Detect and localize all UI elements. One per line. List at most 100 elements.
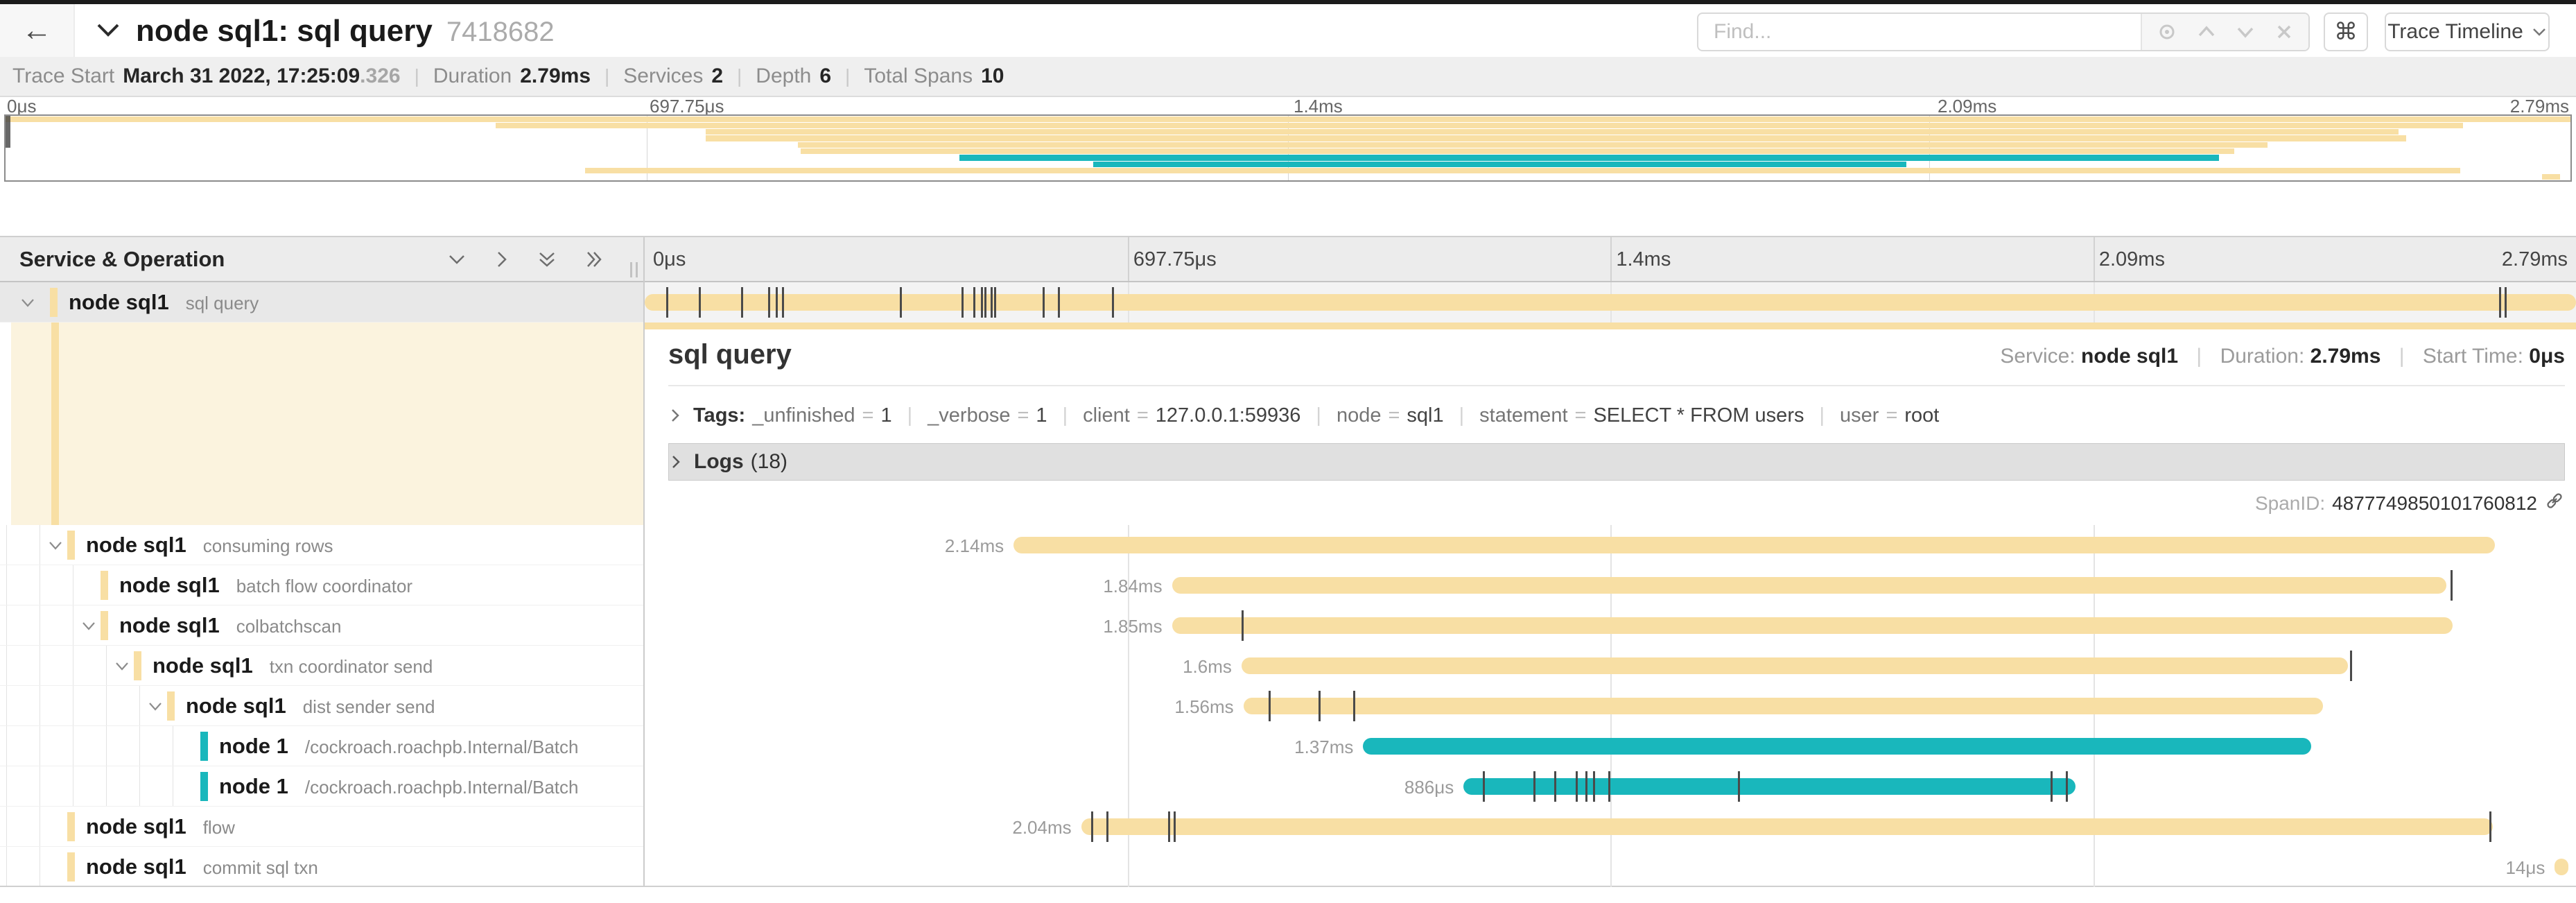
timeline-row[interactable] [645,282,2576,322]
minimap-row [6,161,2570,167]
service-color-accent [67,531,75,560]
log-marker-tick [2066,771,2069,802]
tree-row[interactable]: node sql1 sql query [0,282,643,322]
collapse-one-icon[interactable] [445,248,469,274]
divider: | [737,65,742,87]
span-bar[interactable] [1172,617,2453,634]
log-marker-tick [2450,570,2453,601]
tree-row[interactable]: node 1/cockroach.roachpb.Internal/Batch [0,726,643,766]
collapse-all-icon[interactable] [535,248,559,274]
locate-icon[interactable] [2153,18,2181,46]
span-expand-chevron[interactable] [47,540,64,555]
log-marker-tick [1533,771,1535,802]
expand-all-icon[interactable] [582,248,606,274]
tag: statement = SELECT * FROM users [1479,404,1804,427]
trace-minimap[interactable] [4,114,2572,182]
find-clear-icon[interactable] [2271,19,2297,45]
keyboard-shortcuts-button[interactable]: ⌘ [2324,12,2368,51]
tree-row[interactable]: node sql1 dist sender send [0,686,643,726]
span-bar[interactable] [1081,818,2494,835]
span-bar[interactable] [1013,537,2495,553]
operation-name: commit sql txn [202,857,318,878]
logs-accordion[interactable]: Logs (18) [668,443,2565,481]
divider: | [1062,404,1068,427]
timeline-row[interactable]: 1.84ms [645,565,2576,605]
timeline-row[interactable]: 1.85ms [645,605,2576,646]
log-marker-tick [899,287,902,318]
log-marker-tick [699,287,701,318]
column-resize-handle[interactable] [630,262,638,277]
operation-name: dist sender send [302,696,435,717]
span-bar[interactable] [1172,577,2447,594]
find-input[interactable] [1698,14,2141,50]
span-bar[interactable] [1463,778,2076,795]
service-color-accent [101,571,108,600]
timeline-row[interactable]: 14μs [645,847,2576,887]
tree-row[interactable]: node 1/cockroach.roachpb.Internal/Batch [0,766,643,807]
span-bar[interactable] [1243,698,2324,714]
span-duration-label: 2.04ms [1012,817,1072,838]
span-expand-chevron[interactable] [147,701,164,716]
find-bar [1697,12,2310,51]
span-expand-chevron[interactable] [114,661,130,676]
timeline-rows-area: sql query Service: node sql1 | Duration:… [645,282,2576,887]
timeline-row[interactable]: 2.14ms [645,525,2576,565]
timeline-row[interactable]: 886μs [645,766,2576,807]
tree-row[interactable]: node sql1 txn coordinator send [0,646,643,686]
find-prev-icon[interactable] [2193,18,2220,46]
log-marker-tick [665,287,668,318]
span-bar[interactable] [2555,859,2568,875]
span-bar[interactable] [1363,738,2312,755]
trace-timeline-view-selector[interactable]: Trace Timeline [2385,12,2550,51]
timeline-main: Service & Operation node sql1 sql query n… [0,236,2576,887]
copy-link-icon[interactable] [2544,490,2565,516]
tree-row[interactable]: node sql1 colbatchscan [0,605,643,646]
service-color-accent [67,812,75,841]
minimap-span-bar [706,129,2399,135]
duration-value: 2.79ms [2310,345,2381,368]
tree-row[interactable]: node sql1 consuming rows [0,525,643,565]
log-marker-tick [1575,771,1578,802]
find-next-icon[interactable] [2231,18,2259,46]
tree-row[interactable]: node sql1 commit sql txn [0,847,643,887]
log-marker-tick [1106,811,1108,842]
timeline-row[interactable]: 1.37ms [645,726,2576,766]
view-selector-label: Trace Timeline [2387,20,2523,43]
span-duration-label: 2.14ms [944,535,1004,556]
indent-guide [139,726,140,766]
timeline-row[interactable]: 2.04ms [645,807,2576,847]
span-detail-accent-bar [645,322,2576,329]
service-color-accent [167,691,175,721]
ruler-divider [2093,237,2095,281]
minimap-drag-handle[interactable] [6,116,10,148]
span-expand-chevron[interactable] [80,621,97,635]
title-chevron-down-icon[interactable] [96,22,121,42]
back-button[interactable]: ← [0,4,75,57]
tree-row[interactable]: node sql1 flow [0,807,643,847]
log-marker-tick [1112,287,1115,318]
tags-accordion[interactable]: Tags: _unfinished = 1 | _verbose = 1 | clien… [668,399,2565,432]
timeline-ruler: 0μs 697.75μs 1.4ms 2.09ms 2.79ms [645,237,2576,282]
log-marker-tick [768,287,771,318]
span-name: node sql1 commit sql txn [86,854,318,879]
stat-value: 6 [819,64,832,87]
expand-one-icon[interactable] [492,248,512,274]
timeline-row[interactable]: 1.6ms [645,646,2576,686]
timeline-row[interactable]: 1.56ms [645,686,2576,726]
tree-row[interactable]: node sql1 batch flow coordinator [0,565,643,605]
indent-guide [6,525,7,565]
ruler-tick-label: 1.4ms [1616,248,1671,270]
span-bar[interactable] [645,294,2576,311]
indent-guide [6,605,7,645]
minimap-span-bar [2542,174,2561,180]
operation-name: flow [202,817,235,838]
log-marker-tick [1737,771,1740,802]
service-name: node sql1 [186,694,286,718]
span-name: node sql1 colbatchscan [119,613,341,638]
service-name: node sql1 [86,533,186,557]
trace-id: 7418682 [446,17,555,47]
indent-guide [139,686,140,725]
span-bar[interactable] [1241,657,2349,674]
span-expand-chevron[interactable] [19,298,36,312]
span-name: node sql1 dist sender send [186,694,435,719]
